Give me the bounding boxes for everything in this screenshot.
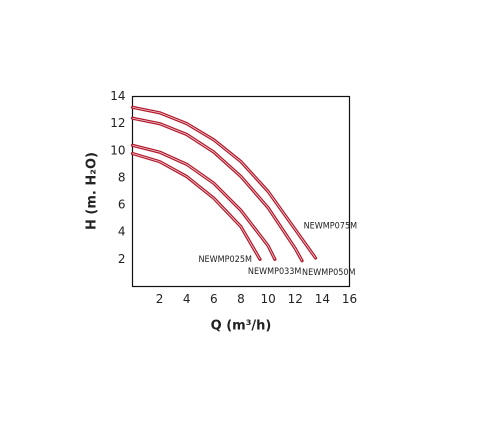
y-tick-label: 10 (110, 143, 125, 157)
y-tick-label: 2 (118, 252, 126, 266)
y-tick-label: 12 (110, 116, 125, 130)
x-tick-label: 16 (342, 292, 357, 306)
curve-label: NEWMP033M (248, 267, 302, 277)
x-tick-label: 4 (183, 292, 191, 306)
curve-label: NEWMP050M (302, 268, 356, 278)
plot-frame (131, 95, 351, 288)
y-tick-label: 8 (118, 170, 126, 184)
x-tick-label: 14 (315, 292, 330, 306)
curve-highlight (132, 144, 276, 260)
curve (130, 116, 304, 263)
curve-highlight (132, 153, 261, 260)
curve (130, 143, 277, 261)
x-tick-label: 6 (210, 292, 218, 306)
y-axis-title: H (m. H₂O) (85, 152, 100, 230)
x-tick-label: 12 (288, 292, 303, 306)
x-tick-label: 2 (156, 292, 164, 306)
curve-highlight (132, 117, 303, 261)
y-tick-label: 4 (118, 225, 126, 239)
curve-label: NEWMP075M (304, 222, 358, 232)
y-tick-label: 6 (118, 198, 126, 212)
y-tick-label: 14 (110, 89, 125, 103)
x-axis-title: Q (m³/h) (211, 319, 272, 334)
x-tick-label: 8 (237, 292, 245, 306)
x-tick-label: 10 (260, 292, 275, 306)
curve-highlight (132, 106, 316, 259)
curve-label: NEWMP025M (198, 255, 252, 265)
